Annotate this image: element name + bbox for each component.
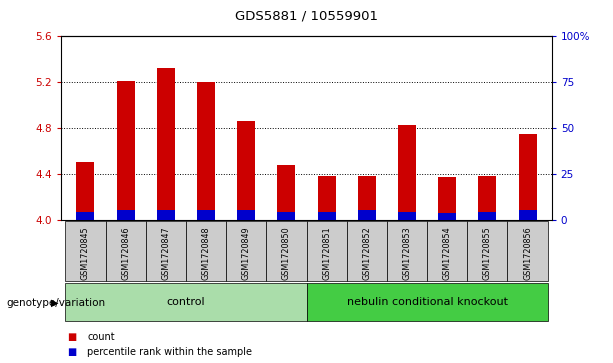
Text: GSM1720849: GSM1720849 bbox=[242, 226, 251, 280]
Bar bbox=[358, 176, 376, 220]
Bar bbox=[427, 221, 467, 281]
Text: control: control bbox=[167, 297, 205, 307]
Text: GSM1720847: GSM1720847 bbox=[161, 226, 170, 280]
Bar bbox=[358, 211, 376, 220]
Text: GSM1720856: GSM1720856 bbox=[523, 226, 532, 280]
Text: GSM1720845: GSM1720845 bbox=[81, 226, 90, 280]
Text: GSM1720851: GSM1720851 bbox=[322, 226, 331, 280]
Text: GSM1720855: GSM1720855 bbox=[483, 226, 492, 280]
Bar bbox=[277, 164, 295, 220]
Bar bbox=[398, 125, 416, 220]
Bar bbox=[197, 82, 215, 220]
Bar bbox=[467, 221, 508, 281]
Bar bbox=[478, 212, 497, 220]
Text: ▶: ▶ bbox=[51, 298, 59, 308]
Bar bbox=[306, 221, 347, 281]
Text: genotype/variation: genotype/variation bbox=[6, 298, 105, 308]
Bar bbox=[398, 212, 416, 220]
Bar bbox=[157, 68, 175, 220]
Bar bbox=[105, 221, 146, 281]
Bar bbox=[146, 221, 186, 281]
Bar bbox=[266, 221, 306, 281]
Text: GSM1720852: GSM1720852 bbox=[362, 226, 371, 280]
Text: GDS5881 / 10559901: GDS5881 / 10559901 bbox=[235, 9, 378, 22]
Bar bbox=[77, 212, 94, 220]
Bar bbox=[306, 283, 547, 321]
Bar bbox=[519, 134, 536, 220]
Bar bbox=[116, 81, 135, 220]
Bar bbox=[197, 211, 215, 220]
Bar bbox=[508, 221, 547, 281]
Text: GSM1720854: GSM1720854 bbox=[443, 226, 452, 280]
Text: nebulin conditional knockout: nebulin conditional knockout bbox=[346, 297, 508, 307]
Bar bbox=[77, 162, 94, 220]
Bar bbox=[186, 221, 226, 281]
Bar bbox=[237, 121, 255, 220]
Bar bbox=[519, 211, 536, 220]
Bar bbox=[277, 212, 295, 220]
Bar bbox=[226, 221, 266, 281]
Text: GSM1720853: GSM1720853 bbox=[403, 226, 411, 280]
Bar bbox=[116, 211, 135, 220]
Bar bbox=[237, 211, 255, 220]
Bar bbox=[387, 221, 427, 281]
Bar bbox=[347, 221, 387, 281]
Text: ■: ■ bbox=[67, 332, 77, 342]
Bar bbox=[438, 177, 456, 220]
Bar bbox=[157, 211, 175, 220]
Text: GSM1720846: GSM1720846 bbox=[121, 226, 130, 280]
Bar bbox=[66, 221, 105, 281]
Text: ■: ■ bbox=[67, 347, 77, 357]
Bar bbox=[438, 213, 456, 220]
Bar bbox=[318, 212, 336, 220]
Text: GSM1720850: GSM1720850 bbox=[282, 226, 291, 280]
Text: percentile rank within the sample: percentile rank within the sample bbox=[87, 347, 252, 357]
Text: count: count bbox=[87, 332, 115, 342]
Bar bbox=[318, 176, 336, 220]
Bar bbox=[478, 176, 497, 220]
Bar bbox=[66, 283, 306, 321]
Text: GSM1720848: GSM1720848 bbox=[202, 226, 210, 280]
